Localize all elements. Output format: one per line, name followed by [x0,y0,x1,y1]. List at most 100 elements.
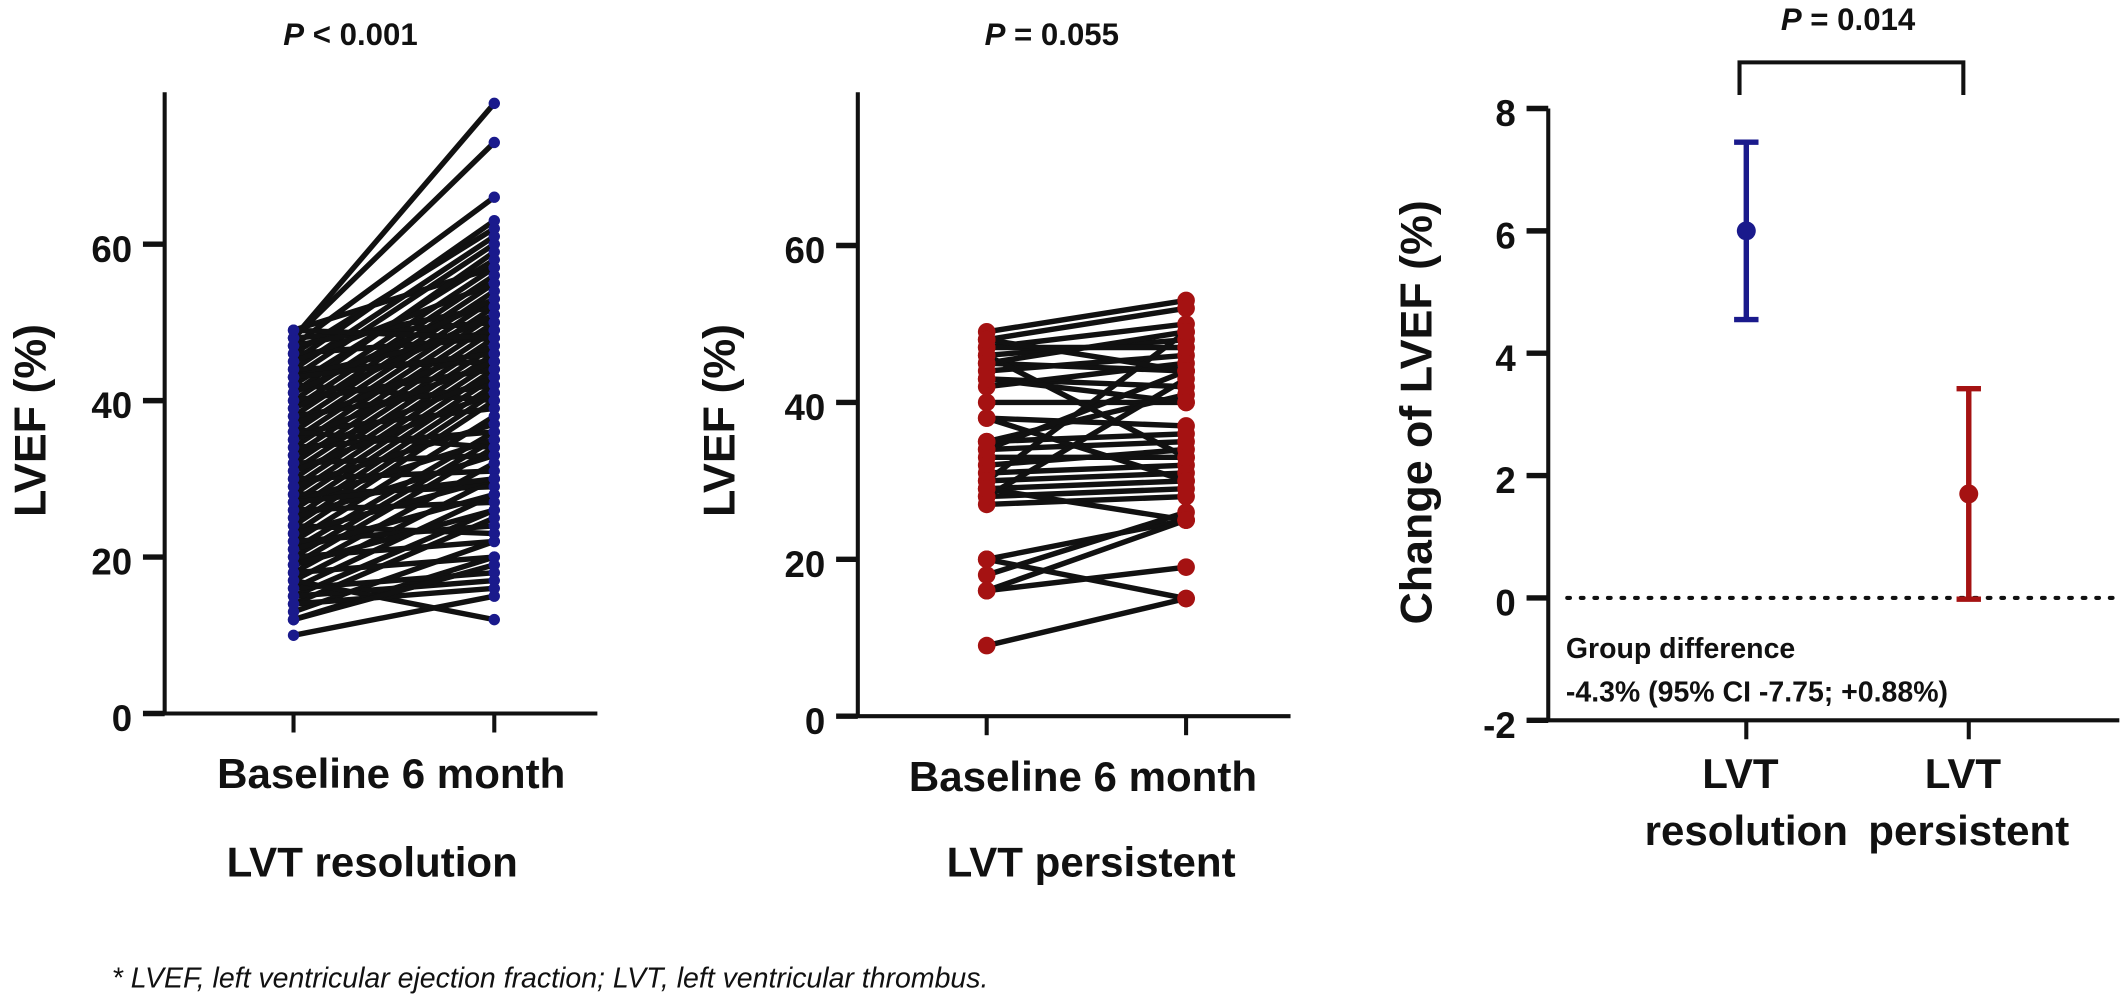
baseline-point [287,434,300,446]
six-month-point [488,222,500,235]
six-month-point [488,559,500,571]
pair-line [986,486,1187,523]
six-month-point [488,363,500,376]
pair-line [985,415,1187,484]
six-month-point [488,191,500,203]
six-month-point [1177,558,1195,576]
pair-line [986,446,1187,468]
pair-line [985,368,1188,453]
six-month-point [488,97,500,110]
six-month-point [488,394,500,407]
pair-line [985,517,1187,594]
pair-line [986,493,1187,508]
six-month-point [1177,487,1195,506]
six-month-point [488,418,500,430]
data-points [287,97,500,641]
pair-line [293,429,495,451]
six-month-point [488,261,500,274]
y-tick-label: 60 [91,229,132,270]
six-month-point [488,426,500,438]
baseline-point [977,354,996,373]
pair-line [293,554,495,576]
group-difference-value: -4.3% (95% CI -7.75; +0.88%) [1566,676,1948,708]
baseline-point [287,520,300,532]
y-tick-label: 0 [112,698,132,739]
y-axis-title: LVEF (%) [5,324,55,517]
six-month-point [488,293,500,305]
x-tick-labels: Baseline 6 month [217,750,565,797]
six-month-point [488,473,500,485]
significance-bracket [1737,60,1966,95]
baseline-point [287,387,300,399]
pair-line [292,390,496,474]
six-month-point [488,527,500,540]
baseline-point [287,324,300,336]
baseline-point [287,504,300,516]
six-month-point [488,308,500,321]
six-month-point [488,480,500,493]
baseline-point [977,409,996,427]
pair-line [986,462,1187,476]
group-label: LVT resolution [227,838,518,885]
pair-line [291,101,497,340]
six-month-point [1177,472,1195,490]
six-month-point [488,574,500,587]
six-month-point [488,512,500,524]
baseline-point [977,581,996,600]
pair-line [986,305,1187,343]
mean-point [1736,221,1756,241]
pair-line [293,476,495,505]
six-month-point [488,246,500,258]
six-month-point [488,254,500,266]
pair-line [986,336,1187,374]
six-month-point [488,136,500,149]
y-tick-label: -2 [1483,705,1516,746]
baseline-point [287,582,300,595]
six-month-point [488,214,500,227]
pair-line [293,593,495,638]
baseline-point [287,574,300,587]
footnote: * LVEF, left ventricular ejection fracti… [112,963,989,995]
six-month-point [1177,511,1195,529]
y-tick-label: 2 [1495,460,1515,501]
y-axis-title: LVEF (%) [694,324,744,517]
pair-line [292,280,496,365]
x-tick-labels: Baseline 6 month [909,753,1257,800]
six-month-point [488,316,500,329]
pair-line [986,297,1187,335]
y-tick-label: 20 [785,544,826,585]
six-month-point [488,551,500,563]
six-month-point [488,402,500,415]
six-month-point [488,371,500,383]
pair-line [986,415,1187,429]
six-month-point [488,238,500,250]
six-month-point [488,324,500,336]
pair-line [292,296,496,396]
mean-ci-points [1734,139,1981,602]
pair-line [292,421,496,490]
baseline-point [977,550,996,569]
baseline-point [287,527,300,540]
six-month-point [488,582,500,595]
baseline-point [287,394,300,407]
baseline-point [977,370,996,388]
baseline-point [287,488,300,501]
pair-line [292,491,495,552]
pair-line [986,517,1187,562]
six-month-point [488,269,500,282]
pair-line [292,358,496,443]
panel-lvt-persistent: P = 0.055 LVEF (%) 0 20 40 60 Baseline 6 mo… [694,17,1291,885]
baseline-point [287,480,300,493]
y-axis-ticks: -2 0 2 4 6 8 [1483,93,1549,746]
pair-line [292,312,496,411]
y-axis-ticks: 0 20 40 60 [785,230,858,742]
p-value-title: P = 0.014 [1781,2,1916,37]
pair-line [293,577,495,623]
six-month-point [1177,362,1195,380]
pair-line [292,452,496,521]
six-month-point [488,285,500,297]
six-month-point [488,379,500,391]
baseline-point [287,457,300,469]
pair-line [293,382,495,404]
pair-line [292,359,496,497]
